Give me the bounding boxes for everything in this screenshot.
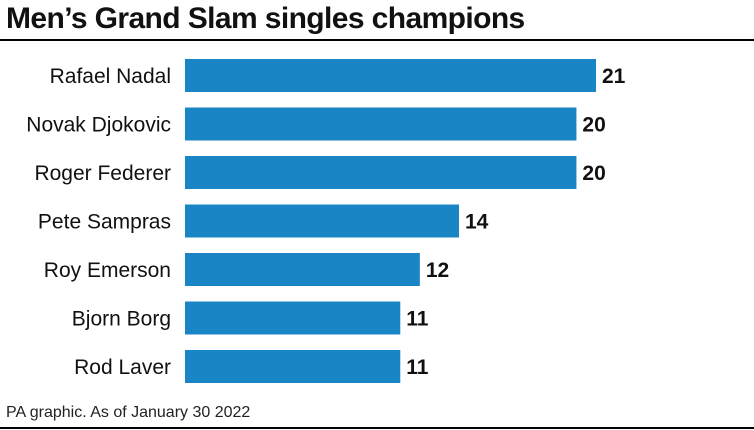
bar-rod-laver	[185, 350, 401, 383]
bar-novak-djokovic	[185, 107, 577, 141]
value-label-roger-federer: 20	[582, 162, 605, 185]
source-note: PA graphic. As of January 30 2022	[6, 404, 251, 421]
bottom-divider	[0, 427, 754, 429]
category-label-roy-emerson: Roy Emerson	[44, 259, 171, 282]
category-label-rod-laver: Rod Laver	[74, 356, 171, 379]
bar-roger-federer	[185, 156, 577, 189]
category-label-novak-djokovic: Novak Djokovic	[26, 114, 171, 137]
value-label-bjorn-borg: 11	[406, 308, 429, 331]
bar-bjorn-borg	[185, 301, 401, 335]
bar-pete-sampras	[185, 204, 459, 238]
title-divider	[0, 39, 754, 41]
category-label-rafael-nadal: Rafael Nadal	[50, 65, 171, 88]
category-label-roger-federer: Roger Federer	[34, 162, 171, 185]
value-label-rafael-nadal: 21	[602, 65, 626, 88]
category-label-bjorn-borg: Bjorn Borg	[72, 308, 171, 331]
bar-rafael-nadal	[185, 59, 596, 92]
chart-title: Men’s Grand Slam singles champions	[6, 2, 525, 35]
value-label-novak-djokovic: 20	[582, 114, 605, 137]
bar-roy-emerson	[185, 253, 420, 286]
value-label-roy-emerson: 12	[426, 259, 449, 282]
value-label-pete-sampras: 14	[465, 211, 489, 234]
value-label-rod-laver: 11	[406, 356, 429, 379]
category-label-pete-sampras: Pete Sampras	[38, 211, 171, 234]
